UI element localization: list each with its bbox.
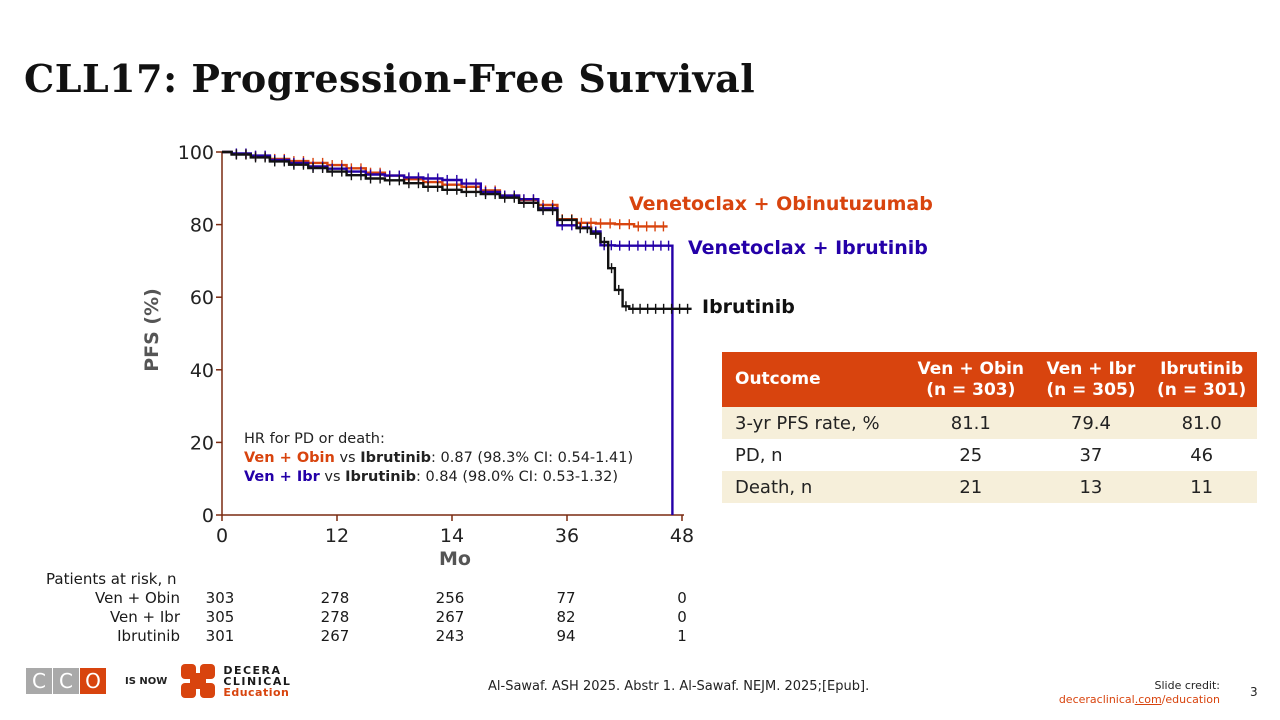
decera-line: DECERA: [223, 663, 282, 677]
outcome-header-cell: Ven + Ibr (n = 305): [1035, 352, 1147, 407]
outcome-table: Outcome Ven + Obin (n = 303) Ven + Ibr (n …: [722, 352, 1257, 503]
slide-credit: Slide credit: deceraclinical.com/educati…: [1059, 679, 1220, 707]
table-cell: PD, n: [735, 444, 783, 466]
y-tick-label: 40: [190, 360, 214, 382]
footer-logos: C C O IS NOW DECERA CLINICAL Education: [26, 664, 291, 698]
hr-ref: Ibrutinib: [360, 450, 431, 466]
risk-table-title: Patients at risk, n: [46, 570, 177, 588]
risk-count: 267: [320, 627, 350, 645]
km-curve-ibrutinib: [222, 150, 692, 310]
decera-line: CLINICAL: [223, 674, 292, 688]
curve-label-ven-obin: Venetoclax + Obinutuzumab: [629, 193, 933, 215]
y-tick-label: 0: [202, 505, 214, 527]
y-tick-label: 80: [190, 215, 214, 237]
citation: Al-Sawaf. ASH 2025. Abstr 1. Al-Sawaf. N…: [488, 679, 870, 694]
hr-line-ven-obin: Ven + Obin vs Ibrutinib: 0.87 (98.3% CI:…: [244, 450, 633, 466]
hr-line-ven-ibr: Ven + Ibr vs Ibrutinib: 0.84 (98.0% CI: …: [244, 469, 618, 485]
outcome-header-cell: Ven + Obin (n = 303): [906, 352, 1036, 407]
table-row: PD, n 25 37 46: [722, 439, 1257, 471]
curve-label-ven-ibr: Venetoclax + Ibrutinib: [688, 237, 928, 259]
risk-count: 278: [320, 608, 350, 626]
risk-count: 305: [205, 608, 235, 626]
risk-count: 243: [435, 627, 465, 645]
curve-label-ibrutinib: Ibrutinib: [702, 296, 795, 318]
table-cell: 3-yr PFS rate, %: [722, 407, 906, 439]
table-cell: 79.4: [1035, 407, 1147, 439]
hr-stat: : 0.84 (98.0% CI: 0.53-1.32): [416, 469, 618, 485]
risk-count: 0: [677, 608, 687, 626]
page-number: 3: [1250, 685, 1258, 699]
table-cell: Death, n: [722, 471, 906, 503]
chart-axes: 0 20 40 60 80 100 0 12 14 36 48: [178, 142, 694, 547]
hr-heading: HR for PD or death:: [244, 431, 385, 447]
table-row: 3-yr PFS rate, % 81.1 79.4 81.0: [722, 407, 1257, 439]
risk-count: 0: [677, 589, 687, 607]
chart-curves: [222, 150, 692, 515]
x-tick-label: 36: [555, 525, 579, 547]
hr-ref: Ibrutinib: [345, 469, 416, 485]
x-axis-label: Mo: [439, 548, 471, 570]
hr-arm-ven-obin: Ven + Obin: [244, 450, 335, 466]
y-axis-label: PFS (%): [141, 288, 163, 372]
table-cell: 21: [906, 471, 1036, 503]
y-tick-label: 100: [178, 142, 214, 164]
decera-wordmark: DECERA CLINICAL Education: [223, 665, 291, 698]
x-tick-label: 14: [440, 525, 464, 547]
cco-letter: O: [80, 668, 106, 694]
risk-count: 301: [205, 627, 235, 645]
risk-count: 94: [556, 627, 576, 645]
x-tick-label: 12: [325, 525, 349, 547]
hr-vs: vs: [324, 469, 340, 485]
decera-line: Education: [223, 685, 290, 699]
hr-vs: vs: [339, 450, 355, 466]
table-cell: 37: [1079, 444, 1103, 466]
is-now-label: IS NOW: [125, 675, 168, 687]
slide-credit-label: Slide credit:: [1154, 679, 1221, 692]
slide-title: CLL17: Progression-Free Survival: [24, 56, 756, 101]
risk-row-label: Ven + Ibr: [109, 608, 180, 626]
table-cell: 13: [1035, 471, 1147, 503]
cco-letter: C: [53, 668, 79, 694]
risk-count: 267: [435, 608, 465, 626]
cco-letter: C: [26, 668, 52, 694]
risk-count: 82: [556, 608, 576, 626]
risk-count: 303: [205, 589, 235, 607]
table-cell: 25: [959, 444, 983, 466]
table-row: Death, n 21 13 11: [722, 471, 1257, 503]
chart-censor-marks: [235, 148, 689, 314]
risk-count: 256: [435, 589, 465, 607]
x-tick-label: 48: [670, 525, 694, 547]
table-cell: 81.1: [906, 407, 1036, 439]
hr-arm-ven-ibr: Ven + Ibr: [244, 469, 321, 485]
x-tick-label: 0: [216, 525, 228, 547]
table-cell: 81.0: [1146, 407, 1257, 439]
decera-logo-icon: [181, 664, 216, 698]
outcome-header-cell: Outcome: [722, 352, 906, 407]
risk-count: 1: [677, 627, 687, 645]
outcome-table-header: Outcome Ven + Obin (n = 303) Ven + Ibr (n …: [722, 352, 1257, 407]
risk-row-label: Ibrutinib: [117, 627, 180, 645]
y-tick-label: 20: [190, 432, 214, 454]
slide-credit-link[interactable]: deceraclinical.com/education: [1058, 693, 1220, 706]
outcome-header-cell: Ibrutinib (n = 301): [1146, 352, 1257, 407]
risk-row-label: Ven + Obin: [95, 589, 180, 607]
hr-stat: : 0.87 (98.3% CI: 0.54-1.41): [431, 450, 633, 466]
risk-count: 278: [320, 589, 350, 607]
table-cell: 46: [1190, 444, 1214, 466]
risk-count: 77: [556, 589, 576, 607]
table-cell: 11: [1146, 471, 1257, 503]
y-tick-label: 60: [190, 287, 214, 309]
cco-logo: C C O: [26, 668, 107, 694]
